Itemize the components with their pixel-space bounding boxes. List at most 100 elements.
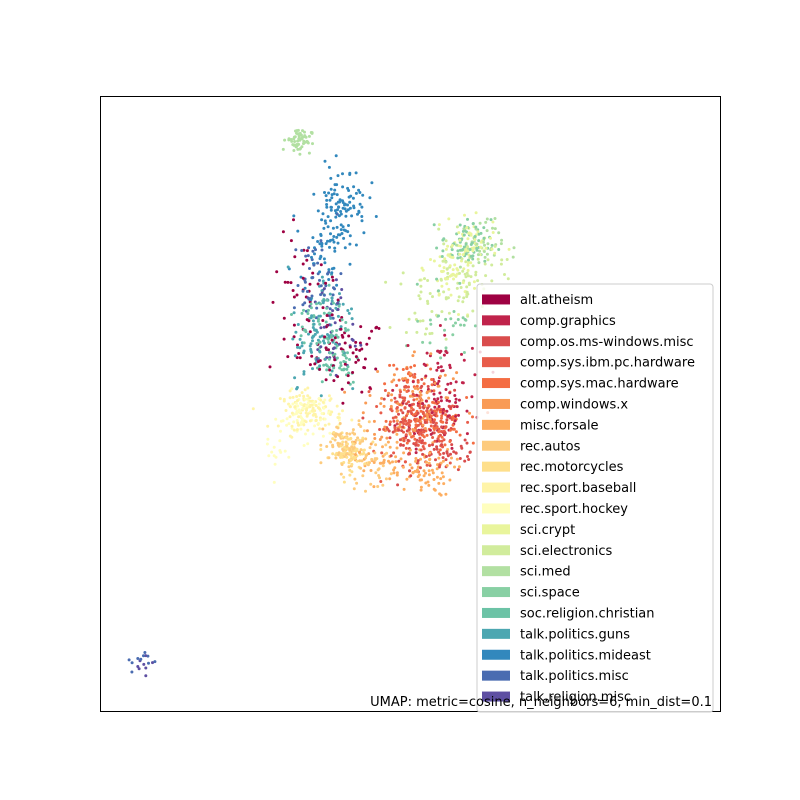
- scatter-point: [467, 258, 470, 262]
- scatter-point: [301, 262, 305, 266]
- scatter-point: [429, 367, 433, 371]
- scatter-point: [311, 236, 315, 240]
- scatter-point: [323, 191, 326, 194]
- scatter-point: [361, 474, 365, 478]
- scatter-point: [306, 308, 310, 312]
- scatter-point: [468, 411, 471, 415]
- scatter-point: [326, 225, 330, 229]
- scatter-point: [312, 263, 316, 267]
- scatter-point: [329, 335, 333, 339]
- scatter-point: [374, 471, 378, 475]
- scatter-point: [335, 404, 339, 408]
- scatter-point: [374, 367, 378, 371]
- legend-swatch: [482, 670, 510, 681]
- scatter-point: [441, 459, 445, 463]
- scatter-point: [413, 437, 417, 441]
- scatter-point: [485, 217, 489, 221]
- scatter-point: [318, 367, 322, 371]
- scatter-point: [412, 398, 416, 402]
- scatter-point: [441, 420, 445, 424]
- scatter-point: [147, 661, 150, 665]
- scatter-point: [426, 302, 430, 305]
- scatter-point: [461, 281, 465, 285]
- scatter-point: [416, 319, 420, 323]
- scatter-point: [327, 422, 331, 426]
- scatter-point: [314, 418, 318, 422]
- scatter-point: [296, 410, 299, 413]
- scatter-point: [438, 452, 442, 456]
- scatter-point: [382, 427, 386, 431]
- scatter-point: [321, 400, 325, 404]
- scatter-point: [376, 370, 380, 373]
- scatter-point: [319, 232, 323, 236]
- scatter-point: [368, 461, 371, 465]
- scatter-point: [441, 249, 445, 253]
- scatter-point: [468, 450, 472, 454]
- scatter-point: [352, 185, 356, 189]
- scatter-point: [414, 423, 418, 427]
- scatter-point: [345, 432, 349, 435]
- scatter-point: [416, 387, 420, 391]
- scatter-point: [407, 400, 410, 404]
- scatter-point: [347, 334, 351, 338]
- scatter-point: [425, 412, 429, 416]
- scatter-point: [411, 428, 415, 431]
- scatter-point: [283, 449, 287, 453]
- scatter-point: [370, 329, 374, 333]
- scatter-point: [466, 455, 469, 458]
- scatter-point: [428, 389, 432, 393]
- scatter-point: [315, 342, 319, 345]
- scatter-point: [340, 463, 344, 466]
- scatter-point: [318, 322, 322, 326]
- scatter-point: [464, 242, 468, 246]
- scatter-point: [362, 231, 366, 235]
- scatter-point: [428, 458, 432, 462]
- scatter-point: [383, 389, 387, 392]
- scatter-point: [313, 252, 316, 256]
- scatter-point: [423, 332, 427, 336]
- scatter-point: [404, 384, 408, 388]
- scatter-point: [331, 452, 335, 456]
- scatter-point: [401, 417, 405, 421]
- scatter-point: [477, 239, 481, 243]
- scatter-point: [449, 317, 453, 321]
- legend-swatch: [482, 482, 510, 493]
- scatter-point: [292, 135, 296, 139]
- scatter-point: [302, 351, 306, 355]
- scatter-point: [335, 193, 339, 197]
- scatter-point: [449, 452, 452, 456]
- scatter-point: [345, 367, 349, 371]
- scatter-point: [418, 406, 422, 410]
- scatter-point: [500, 258, 504, 262]
- scatter-point: [456, 299, 460, 303]
- scatter-point: [374, 326, 378, 330]
- scatter-point: [351, 387, 355, 391]
- scatter-point: [327, 191, 331, 195]
- scatter-point: [327, 357, 331, 361]
- scatter-point: [325, 306, 329, 310]
- scatter-point: [325, 205, 329, 209]
- scatter-point: [408, 452, 412, 456]
- scatter-point: [444, 388, 448, 391]
- scatter-point: [458, 433, 462, 437]
- scatter-point: [429, 414, 433, 418]
- scatter-point: [348, 473, 352, 477]
- scatter-point: [466, 263, 470, 267]
- scatter-point: [388, 477, 392, 481]
- scatter-point: [450, 248, 454, 252]
- scatter-point: [296, 399, 299, 403]
- scatter-point: [425, 460, 428, 464]
- scatter-point: [420, 384, 424, 388]
- scatter-point: [293, 405, 297, 409]
- scatter-point: [292, 311, 296, 315]
- scatter-point: [302, 372, 306, 376]
- scatter-point: [324, 378, 328, 382]
- scatter-point: [342, 461, 346, 464]
- scatter-point: [318, 242, 322, 246]
- legend: alt.atheism comp.graphics comp.os.ms-windo…: [476, 283, 714, 713]
- scatter-point: [313, 328, 317, 332]
- legend-label: comp.windows.x: [520, 397, 628, 412]
- scatter-point: [459, 244, 463, 248]
- scatter-point: [465, 295, 469, 299]
- scatter-point: [307, 332, 310, 336]
